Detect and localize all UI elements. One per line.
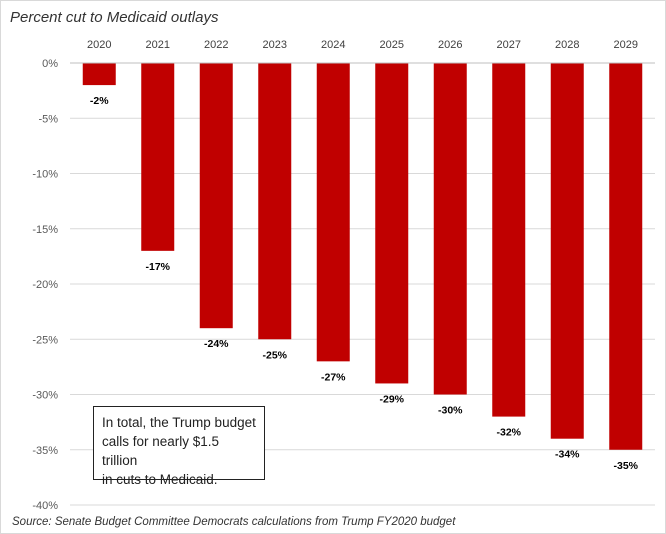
chart-title: Percent cut to Medicaid outlays	[10, 9, 219, 26]
bar	[550, 63, 584, 439]
y-tick-label: 0%	[42, 58, 58, 70]
x-tick-label: 2027	[497, 39, 521, 51]
x-tick-label: 2020	[87, 39, 111, 51]
y-tick-label: -5%	[38, 113, 58, 125]
y-tick-label: -20%	[32, 279, 58, 291]
data-label: -34%	[555, 449, 580, 461]
x-tick-label: 2023	[263, 39, 287, 51]
data-label: -30%	[438, 405, 463, 417]
data-label: -17%	[145, 261, 170, 273]
annotation-box: In total, the Trump budget calls for nea…	[93, 406, 265, 487]
data-label: -24%	[204, 338, 229, 350]
y-tick-label: -30%	[32, 390, 58, 402]
annotation-line-1: In total, the Trump budget	[102, 415, 256, 430]
y-tick-label: -10%	[32, 169, 58, 181]
x-tick-label: 2021	[146, 39, 170, 51]
annotation-line-3: in cuts to Medicaid.	[102, 472, 218, 487]
data-label: -29%	[379, 393, 404, 405]
y-tick-label: -35%	[32, 445, 58, 457]
data-label: -35%	[613, 460, 638, 472]
x-tick-label: 2029	[614, 39, 638, 51]
bar	[433, 63, 467, 395]
source-note: Source: Senate Budget Committee Democrat…	[12, 516, 456, 528]
bar	[375, 63, 409, 384]
data-label: -32%	[496, 427, 521, 439]
x-tick-label: 2025	[380, 39, 404, 51]
y-tick-label: -15%	[32, 224, 58, 236]
bar	[199, 63, 233, 329]
bar	[82, 63, 116, 86]
x-tick-label: 2028	[555, 39, 579, 51]
annotation-line-2: calls for nearly $1.5 trillion	[102, 434, 220, 468]
data-label: -2%	[90, 95, 109, 107]
data-label: -25%	[262, 349, 287, 361]
x-tick-label: 2024	[321, 39, 345, 51]
data-label: -27%	[321, 371, 346, 383]
bar	[316, 63, 350, 362]
x-tick-label: 2022	[204, 39, 228, 51]
x-tick-label: 2026	[438, 39, 462, 51]
bar	[141, 63, 175, 251]
bar	[492, 63, 526, 417]
y-tick-label: -25%	[32, 334, 58, 346]
bar	[609, 63, 643, 450]
bar	[258, 63, 292, 340]
y-tick-label: -40%	[32, 500, 58, 512]
